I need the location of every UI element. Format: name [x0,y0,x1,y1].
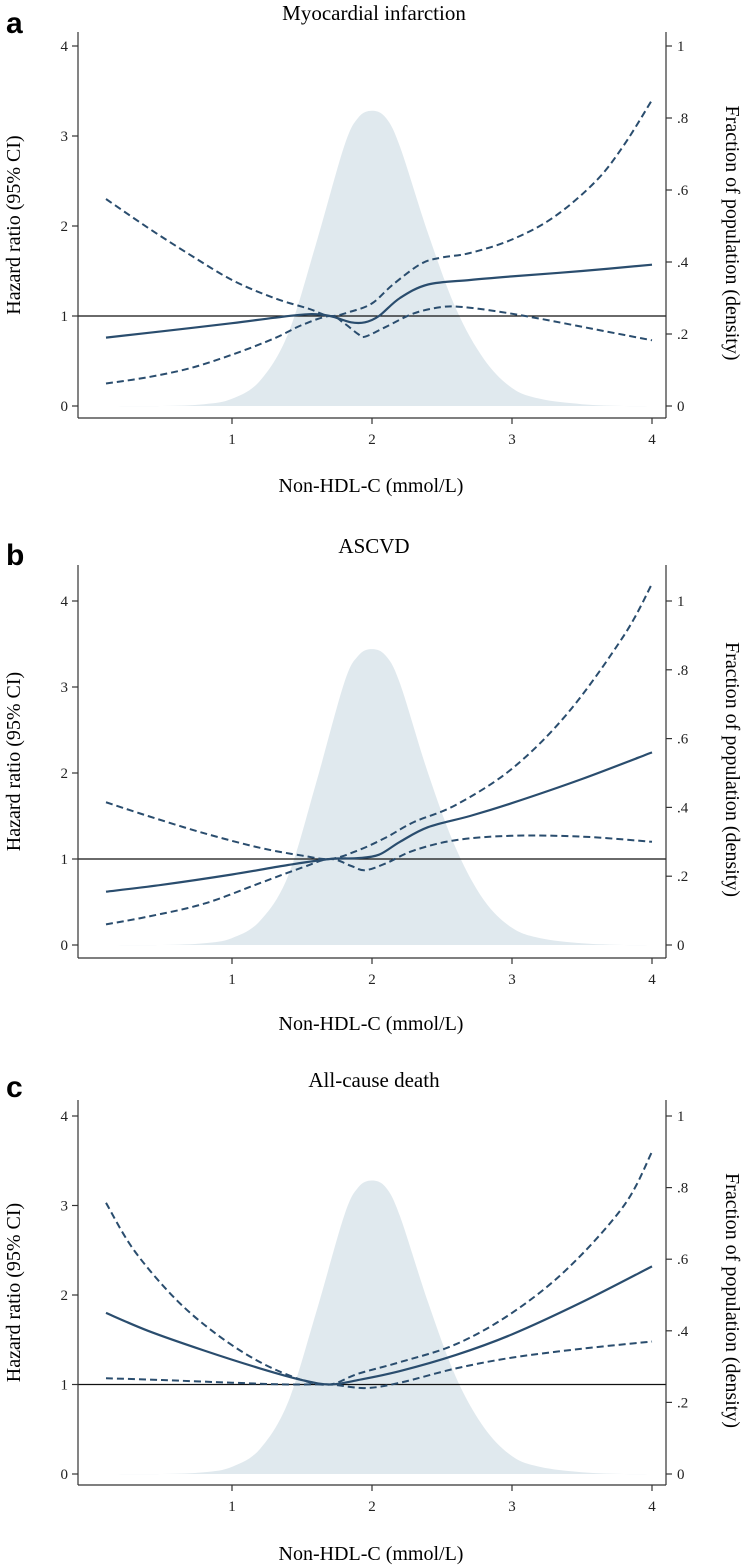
y-tick-label: 4 [61,1109,69,1125]
hazard-ratio-line [105,751,653,893]
y2-axis-label: Fraction of population (density) [721,1173,743,1428]
y2-tick-label: .4 [677,255,689,271]
x-tick-label: 2 [368,972,376,988]
x-tick-label: 1 [228,432,236,448]
chart-title: ASCVD [338,534,409,558]
y2-tick-label: .6 [677,732,689,748]
y-tick-label: 4 [61,39,69,55]
panel-b: b ASCVD 0 1 2 3 4 0 .2 .4 .6 .8 1 1 2 3 4 Non-HDL-C (mmol… [3,534,743,1035]
y2-tick-label: .8 [677,111,688,127]
y2-axis-label: Fraction of population (density) [721,642,743,897]
y-axis-label: Hazard ratio (95% CI) [3,135,25,314]
y2-tick-label: .2 [677,1395,688,1411]
y-tick-label: 2 [61,1288,69,1304]
y-tick-label: 1 [61,309,69,325]
panel-letter: a [6,7,23,40]
upper-ci-line [105,99,653,318]
x-tick-label: 2 [368,432,376,448]
y2-tick-label: .6 [677,1252,689,1268]
y-tick-label: 0 [61,1467,69,1483]
y-tick-label: 3 [61,1199,69,1215]
y-tick-label: 2 [61,219,69,235]
y-tick-label: 1 [61,852,69,868]
hazard-ratio-line [105,1265,653,1386]
y-tick-label: 3 [61,129,69,145]
lower-ci-line [105,834,653,926]
panel-a: a Myocardial infarction 0 1 2 3 4 0 .2 .4 .6 .8 1 1 2 3… [3,1,743,497]
y-tick-label: 0 [61,399,69,415]
y2-tick-label: .2 [677,869,688,885]
y2-tick-label: 1 [677,594,685,610]
y2-tick-label: 0 [677,1467,685,1483]
panel-c: c All-cause death 0 1 2 3 4 0 .2 .4 .6 .8 1 1 2 3 4 Non-H… [3,1068,743,1565]
chart-title: All-cause death [308,1068,440,1092]
y-axis-label: Hazard ratio (95% CI) [3,1203,25,1382]
y-tick-label: 0 [61,938,69,954]
x-tick-label: 4 [648,972,656,988]
x-tick-label: 3 [508,1499,516,1515]
x-axis-label: Non-HDL-C (mmol/L) [279,1543,464,1565]
y2-tick-label: 0 [677,938,685,954]
panel-letter: c [6,1071,23,1104]
y2-tick-label: .8 [677,663,688,679]
panel-letter: b [6,539,24,572]
x-tick-label: 1 [228,972,236,988]
lower-ci-line [105,305,653,385]
y-tick-label: 3 [61,680,69,696]
upper-ci-line [105,1151,653,1386]
y-axis-label: Hazard ratio (95% CI) [3,672,25,851]
density-area [106,649,652,946]
y2-tick-label: .4 [677,1324,689,1340]
y2-tick-label: .2 [677,327,688,343]
y2-axis-label: Fraction of population (density) [721,106,743,361]
x-tick-label: 3 [508,972,516,988]
y2-tick-label: 1 [677,1109,685,1125]
x-tick-label: 2 [368,1499,376,1515]
x-tick-label: 3 [508,432,516,448]
y2-tick-label: .8 [677,1181,688,1197]
y-tick-label: 4 [61,594,69,610]
upper-ci-line [105,583,653,861]
x-axis-label: Non-HDL-C (mmol/L) [279,1013,464,1035]
y2-tick-label: 1 [677,39,685,55]
y-tick-label: 2 [61,766,69,782]
x-tick-label: 4 [648,1499,656,1515]
chart-title: Myocardial infarction [282,1,466,25]
lower-ci-line [105,1340,653,1390]
x-axis-label: Non-HDL-C (mmol/L) [279,475,464,497]
x-tick-label: 1 [228,1499,236,1515]
y2-tick-label: 0 [677,399,685,415]
y2-tick-label: .4 [677,800,689,816]
y-tick-label: 1 [61,1378,69,1394]
y2-tick-label: .6 [677,183,689,199]
x-tick-label: 4 [648,432,656,448]
density-area [106,1180,652,1475]
hazard-ratio-line [105,263,653,339]
density-area [106,110,652,407]
